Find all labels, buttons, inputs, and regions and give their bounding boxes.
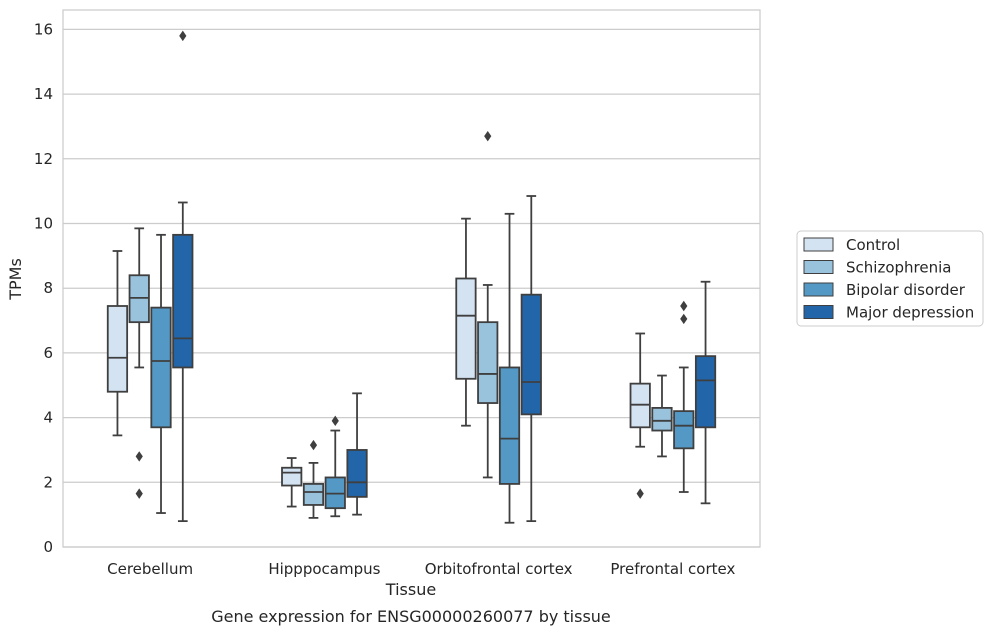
iqr-box — [651, 406, 673, 432]
outlier-point — [135, 451, 143, 462]
x-tick-label-orbitofrontal-cortex: Orbitofrontal cortex — [425, 560, 573, 578]
outlier-point — [135, 488, 143, 499]
legend-label-control: Control — [846, 236, 900, 254]
y-tick-label-6: 6 — [43, 344, 53, 362]
y-tick-label-8: 8 — [43, 279, 53, 297]
box-orbitofrontal-cortex-bipolar-disorder — [498, 212, 521, 524]
y-tick-label-0: 0 — [43, 538, 53, 556]
box-orbitofrontal-cortex-schizophrenia — [477, 130, 499, 479]
box-hipppocampus-bipolar-disorder — [324, 415, 346, 518]
iqr-box — [172, 233, 194, 369]
box-orbitofrontal-cortex-major-depression — [520, 195, 542, 523]
iqr-box — [281, 466, 303, 487]
x-tick-label-prefrontal-cortex: Prefrontal cortex — [610, 560, 735, 578]
legend-label-schizophrenia: Schizophrenia — [846, 259, 951, 277]
outlier-point — [484, 130, 492, 142]
outlier-point — [680, 300, 688, 312]
y-axis-label: TPMs — [6, 258, 25, 301]
iqr-box — [150, 306, 172, 429]
legend-swatch-control — [803, 237, 834, 252]
y-tick-label-2: 2 — [43, 473, 53, 491]
box-cerebellum-bipolar-disorder — [150, 233, 172, 514]
outlier-point — [680, 313, 688, 325]
y-tick-label-10: 10 — [34, 215, 53, 233]
legend-swatch-bipolar-disorder — [803, 282, 834, 297]
legend-swatch-schizophrenia — [803, 260, 834, 274]
iqr-box — [498, 366, 521, 485]
box-hipppocampus-major-depression — [346, 392, 368, 516]
x-tick-label-cerebellum: Cerebellum — [107, 560, 193, 578]
outlier-point — [179, 30, 187, 42]
iqr-box — [455, 277, 477, 380]
iqr-box — [302, 483, 325, 506]
outlier-point — [331, 415, 339, 427]
x-axis-label: Tissue — [385, 580, 436, 599]
box-cerebellum-major-depression — [172, 30, 194, 523]
x-tick-label-hipppocampus: Hipppocampus — [268, 560, 380, 578]
box-hipppocampus-control — [281, 457, 303, 508]
box-hipppocampus-schizophrenia — [302, 439, 325, 519]
figure-caption: Gene expression for ENSG00000260077 by t… — [211, 607, 611, 626]
iqr-box — [673, 410, 695, 450]
gridlines — [63, 28, 760, 548]
y-tick-label-14: 14 — [34, 85, 53, 103]
iqr-box — [520, 293, 542, 416]
box-orbitofrontal-cortex-control — [455, 217, 477, 427]
y-tick-label-12: 12 — [34, 150, 53, 168]
legend-label-major-depression: Major depression — [846, 304, 974, 322]
legend-swatch-major-depression — [803, 305, 834, 319]
box-prefrontal-cortex-control — [629, 332, 651, 499]
y-tick-labels: 0 2 4 6 8 10 12 14 16 — [34, 20, 53, 556]
box-groups — [106, 30, 717, 524]
outlier-point — [309, 439, 318, 451]
box-prefrontal-cortex-major-depression — [694, 280, 717, 505]
iqr-box — [694, 355, 717, 429]
box-cerebellum-schizophrenia — [128, 227, 150, 499]
box-prefrontal-cortex-bipolar-disorder — [673, 300, 695, 493]
plot-frame — [62, 9, 761, 548]
x-tick-labels: Cerebellum Hipppocampus Orbitofrontal cort… — [107, 560, 735, 578]
y-tick-label-16: 16 — [34, 20, 53, 38]
iqr-box — [346, 449, 368, 498]
legend-label-bipolar-disorder: Bipolar disorder — [846, 281, 966, 299]
box-prefrontal-cortex-schizophrenia — [651, 374, 673, 458]
y-tick-label-4: 4 — [43, 409, 53, 427]
box-cerebellum-control — [106, 250, 129, 437]
outlier-point — [636, 488, 644, 499]
legend: Control Schizophrenia Bipolar disorder Majo… — [796, 230, 984, 327]
iqr-box — [477, 321, 499, 404]
legend-frame — [796, 230, 984, 327]
iqr-box — [106, 305, 129, 393]
